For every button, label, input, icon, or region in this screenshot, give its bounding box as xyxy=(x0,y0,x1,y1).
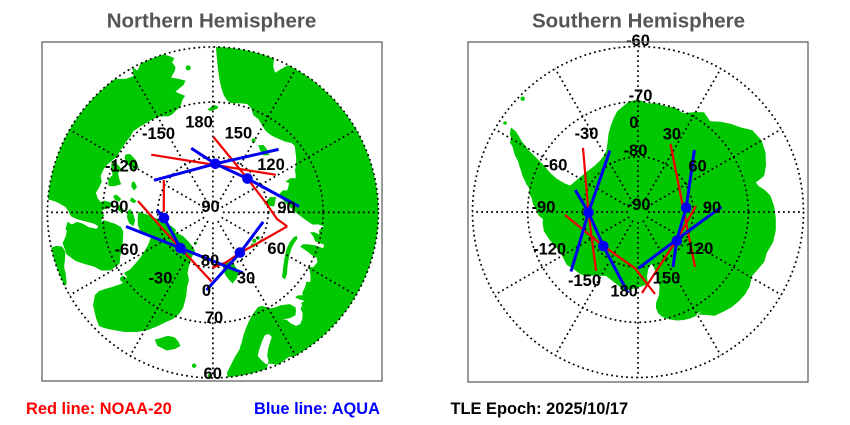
svg-text:-90: -90 xyxy=(627,196,651,214)
svg-text:-60: -60 xyxy=(115,241,139,259)
svg-text:60: 60 xyxy=(688,158,706,176)
svg-text:90: 90 xyxy=(277,199,295,217)
svg-text:-150: -150 xyxy=(568,272,601,290)
svg-text:-80: -80 xyxy=(624,142,648,160)
svg-text:-120: -120 xyxy=(533,241,566,259)
svg-text:120: 120 xyxy=(257,156,285,174)
svg-text:-30: -30 xyxy=(149,269,173,287)
svg-text:80: 80 xyxy=(201,252,219,270)
svg-text:Southern Hemisphere: Southern Hemisphere xyxy=(532,10,745,33)
svg-text:-60: -60 xyxy=(544,157,568,175)
svg-text:-120: -120 xyxy=(105,158,138,176)
svg-text:TLE Epoch: 2025/10/17: TLE Epoch: 2025/10/17 xyxy=(451,400,629,418)
svg-text:60: 60 xyxy=(267,240,285,258)
svg-text:70: 70 xyxy=(205,309,223,327)
svg-text:-90: -90 xyxy=(532,199,556,217)
svg-text:-30: -30 xyxy=(575,125,599,143)
svg-text:180: 180 xyxy=(610,283,638,301)
svg-text:Northern Hemisphere: Northern Hemisphere xyxy=(107,10,317,33)
svg-text:90: 90 xyxy=(703,199,721,217)
svg-text:0: 0 xyxy=(202,282,211,300)
svg-text:150: 150 xyxy=(653,270,681,288)
svg-text:-60: -60 xyxy=(626,32,650,50)
svg-text:-70: -70 xyxy=(629,87,653,105)
svg-text:Blue line: AQUA: Blue line: AQUA xyxy=(254,400,380,418)
svg-text:60: 60 xyxy=(204,365,222,383)
svg-text:0: 0 xyxy=(629,114,638,132)
svg-text:Red line: NOAA-20: Red line: NOAA-20 xyxy=(26,400,172,418)
svg-text:-90: -90 xyxy=(105,198,129,216)
svg-text:120: 120 xyxy=(686,240,714,258)
svg-text:-150: -150 xyxy=(142,125,175,143)
svg-text:150: 150 xyxy=(225,124,253,142)
svg-text:90: 90 xyxy=(201,198,219,216)
svg-text:180: 180 xyxy=(185,114,213,132)
svg-text:30: 30 xyxy=(663,126,681,144)
svg-text:30: 30 xyxy=(237,270,255,288)
